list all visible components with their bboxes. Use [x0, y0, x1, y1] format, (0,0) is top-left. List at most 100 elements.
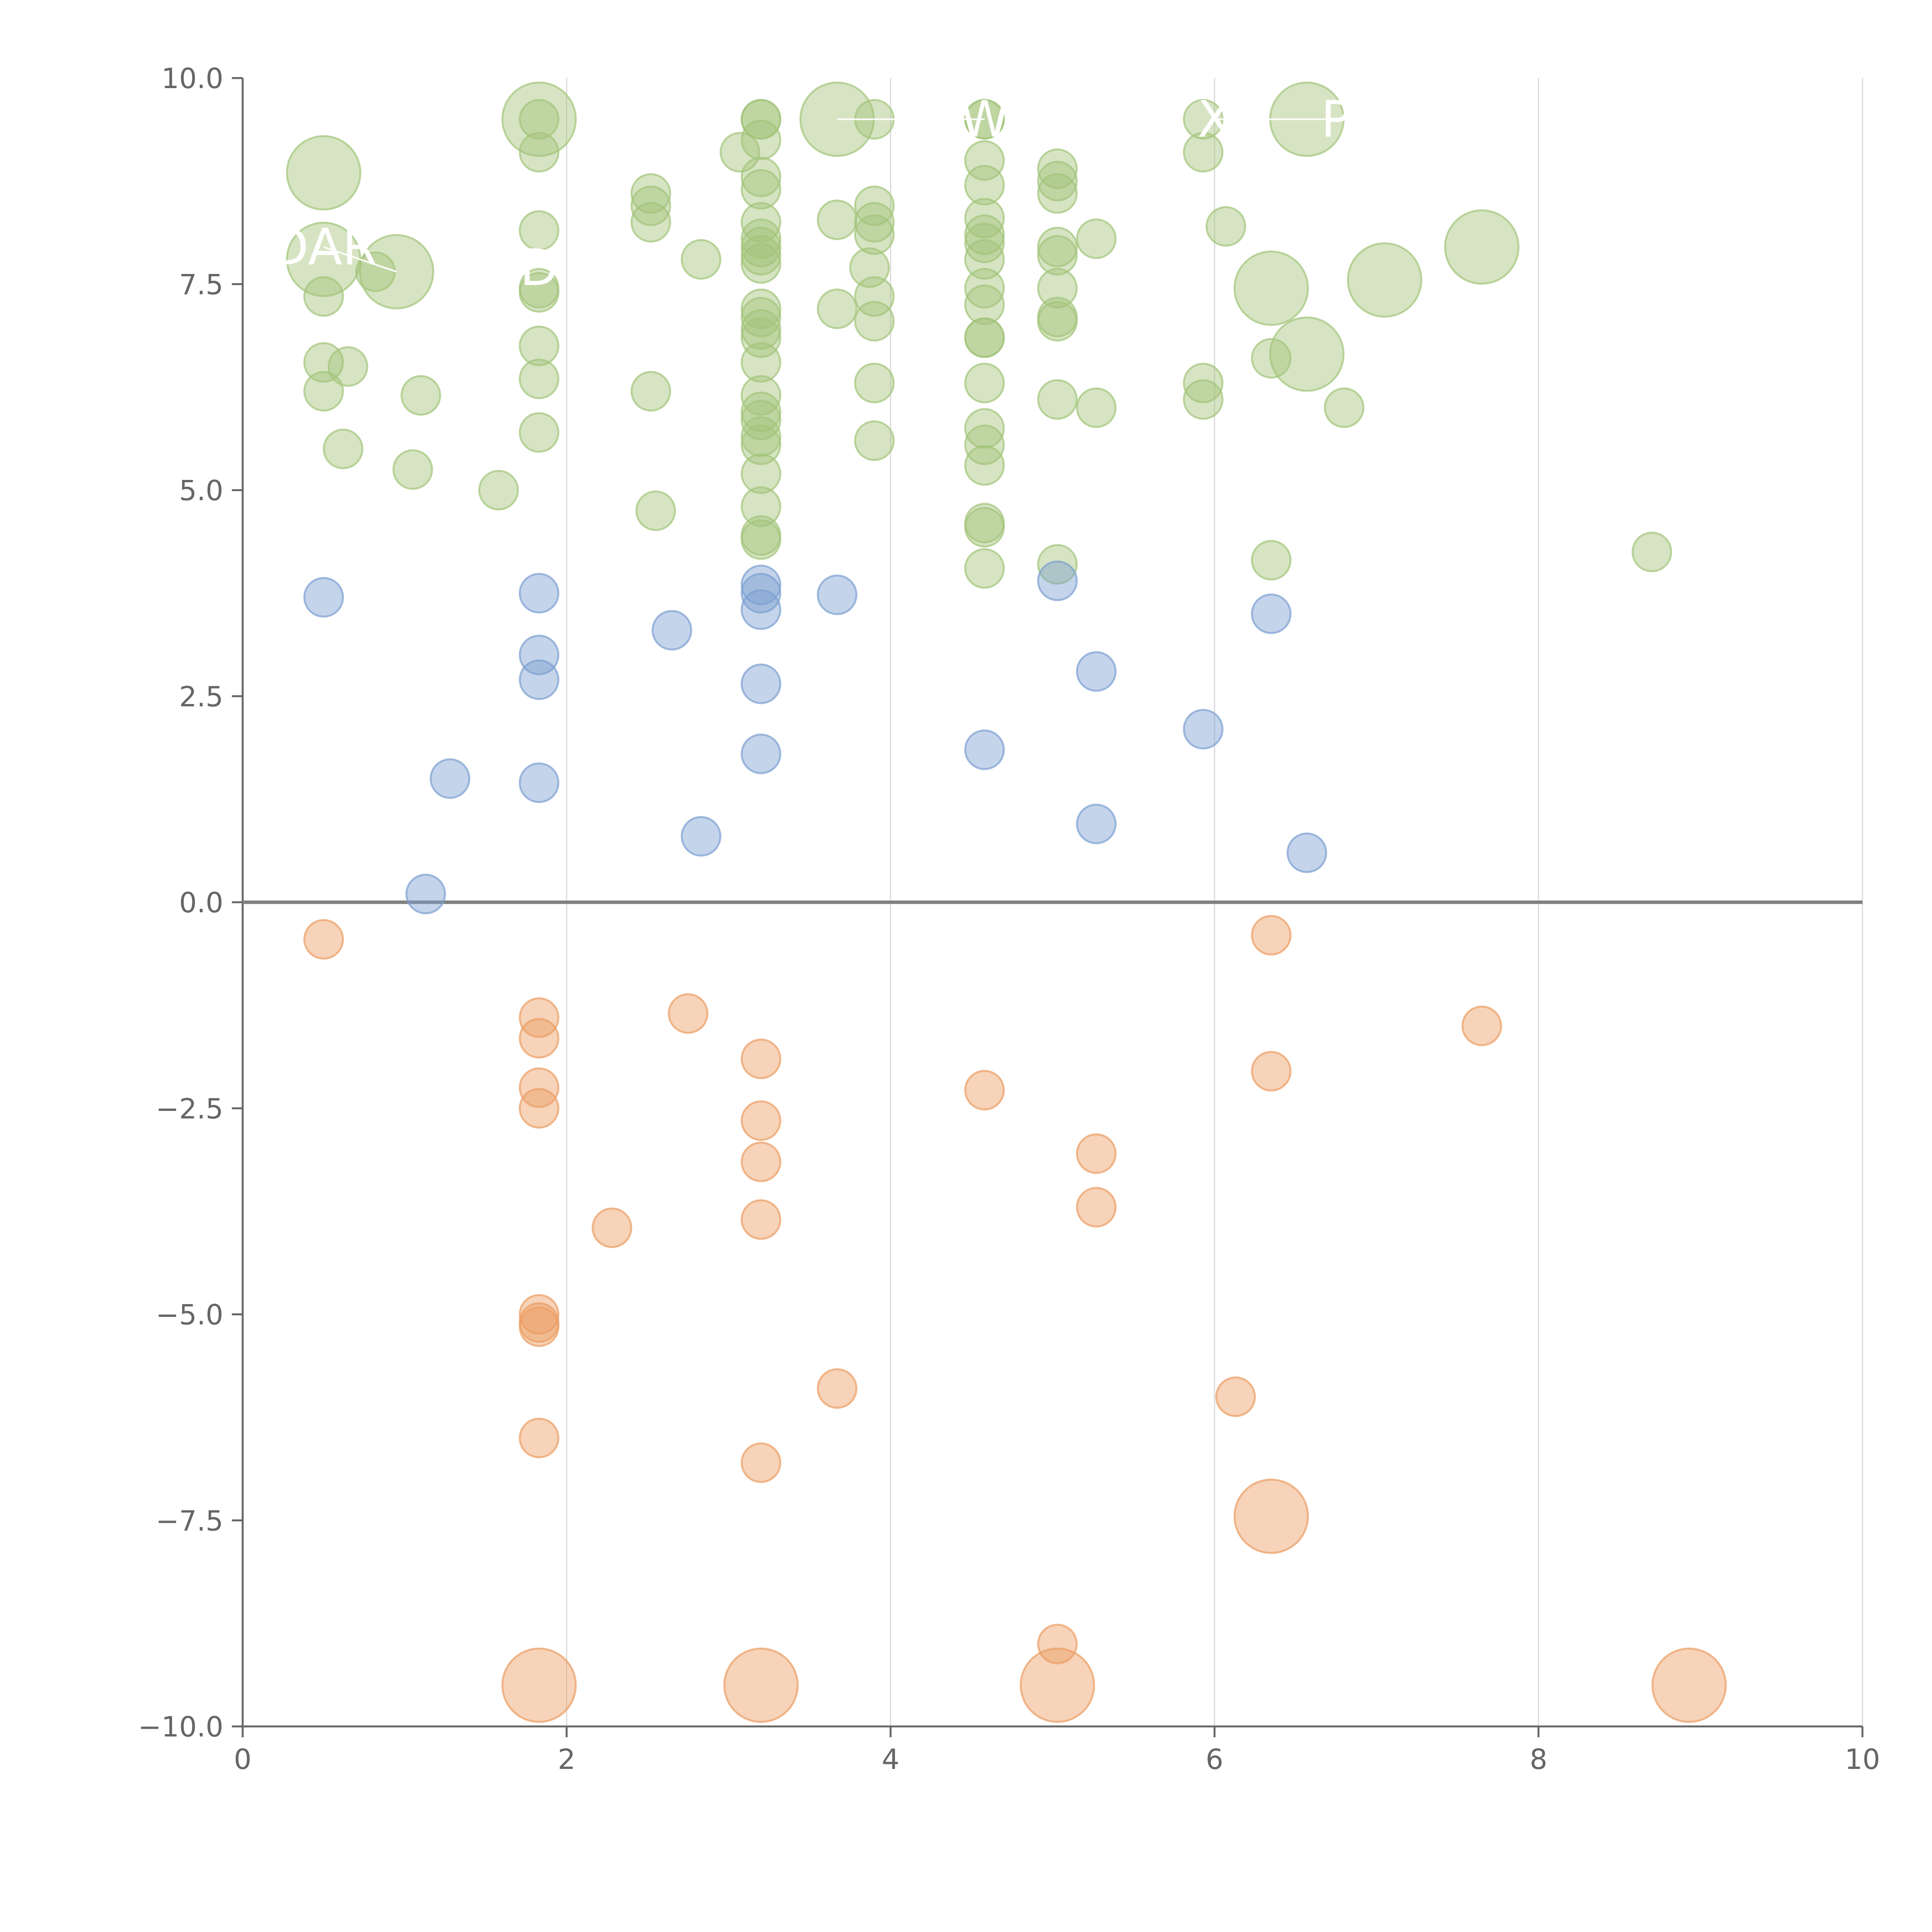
- data-point-green: [1037, 161, 1078, 202]
- data-point-orange: [1461, 1005, 1502, 1046]
- data-point-orange: [1651, 1647, 1727, 1723]
- axes: 0 2 4 6 8 10 −10.0 −7.5 −5.0 −2.5 0.0 2.5 5.0 7.5 10.0: [138, 62, 1880, 1776]
- data-point-blue: [740, 565, 781, 605]
- data-point-orange: [519, 1294, 560, 1335]
- data-point-blue: [651, 610, 692, 651]
- data-point-green: [964, 408, 1005, 449]
- data-point-green: [630, 173, 671, 214]
- data-point-blue: [740, 663, 781, 704]
- data-point-green: [1037, 379, 1078, 420]
- data-point-orange: [1076, 1133, 1117, 1174]
- x-tick-label: 10: [1845, 1743, 1880, 1776]
- data-point-green: [740, 235, 781, 276]
- data-point-orange: [740, 1141, 781, 1182]
- y-tick-label: −7.5: [156, 1505, 223, 1537]
- data-point-orange: [723, 1647, 799, 1723]
- y-tick-label: −5.0: [156, 1299, 223, 1331]
- data-point-orange: [519, 1306, 560, 1347]
- data-point-green: [1206, 206, 1247, 247]
- data-point-green: [519, 325, 560, 366]
- data-point-green: [1631, 531, 1672, 572]
- data-point-green: [1183, 362, 1224, 403]
- data-point-green: [854, 362, 895, 403]
- annotation-label: W: [960, 90, 1010, 149]
- data-point-green: [964, 223, 1005, 264]
- data-point-blue: [816, 574, 857, 615]
- data-point-green: [740, 169, 781, 210]
- data-point-green: [740, 99, 781, 140]
- data-point-green: [501, 82, 577, 157]
- y-tick-label: 10.0: [162, 62, 223, 95]
- data-point-blue: [1037, 560, 1078, 601]
- data-point-green: [519, 99, 560, 140]
- data-point-blue: [519, 762, 560, 803]
- data-point-green: [964, 239, 1005, 280]
- data-point-green: [964, 548, 1005, 589]
- data-point-orange: [592, 1208, 633, 1248]
- x-tick-label: 2: [558, 1743, 575, 1776]
- data-point-green: [740, 400, 781, 440]
- bubbles: [286, 82, 1727, 1723]
- data-point-green: [740, 156, 781, 197]
- data-point-green: [1076, 218, 1117, 259]
- data-point-green: [1251, 338, 1292, 379]
- y-tick-label: 7.5: [179, 268, 223, 301]
- data-point-green: [964, 140, 1005, 181]
- annotation-label: D: [520, 238, 558, 297]
- data-point-orange: [519, 1088, 560, 1129]
- data-point-green: [1233, 250, 1309, 326]
- data-point-green: [1076, 387, 1117, 428]
- data-point-blue: [1076, 803, 1117, 844]
- data-point-green: [1183, 132, 1224, 173]
- data-point-orange: [303, 919, 344, 960]
- data-point-green: [740, 297, 781, 338]
- data-point-blue: [430, 758, 471, 799]
- data-point-green: [854, 276, 895, 317]
- data-point-green: [740, 119, 781, 160]
- data-point-green: [1037, 268, 1078, 309]
- annotation-label: DAR: [270, 218, 377, 276]
- data-point-green: [964, 362, 1005, 403]
- data-point-orange: [740, 1038, 781, 1079]
- data-point-green: [1037, 226, 1078, 267]
- x-tick-label: 4: [882, 1743, 900, 1776]
- data-point-green: [303, 371, 344, 412]
- data-point-green: [740, 453, 781, 494]
- data-point-green: [1183, 379, 1224, 420]
- data-point-green: [854, 202, 895, 243]
- data-point-orange: [1020, 1647, 1095, 1723]
- data-point-orange: [740, 1100, 781, 1141]
- data-point-orange: [1251, 915, 1292, 956]
- data-point-green: [519, 412, 560, 453]
- x-tick-label: 6: [1206, 1743, 1223, 1776]
- data-point-green: [740, 317, 781, 358]
- data-point-green: [400, 375, 441, 416]
- data-point-green: [854, 214, 895, 255]
- data-point-green: [630, 185, 671, 226]
- y-tick-label: 5.0: [179, 474, 223, 507]
- data-point-green: [740, 243, 781, 284]
- data-point-green: [1324, 387, 1365, 428]
- data-point-green: [740, 375, 781, 416]
- data-point-green: [964, 165, 1005, 206]
- data-point-green: [1251, 540, 1292, 581]
- annotation-label: P: [1321, 90, 1351, 149]
- data-point-orange: [740, 1442, 781, 1483]
- data-point-blue: [405, 874, 446, 915]
- data-point-green: [964, 424, 1005, 465]
- data-point-blue: [1183, 709, 1224, 750]
- data-point-green: [1037, 148, 1078, 189]
- data-point-green: [630, 202, 671, 243]
- data-point-blue: [1251, 593, 1292, 634]
- data-point-orange: [519, 1018, 560, 1059]
- data-point-green: [740, 309, 781, 350]
- bubble-labels: DAR D W X P: [270, 90, 1351, 297]
- data-point-green: [740, 218, 781, 259]
- data-point-green: [964, 284, 1005, 325]
- data-point-green: [964, 507, 1005, 548]
- data-point-green: [964, 214, 1005, 255]
- data-point-green: [392, 449, 433, 490]
- data-point-green: [816, 199, 857, 240]
- data-point-orange: [1076, 1187, 1117, 1228]
